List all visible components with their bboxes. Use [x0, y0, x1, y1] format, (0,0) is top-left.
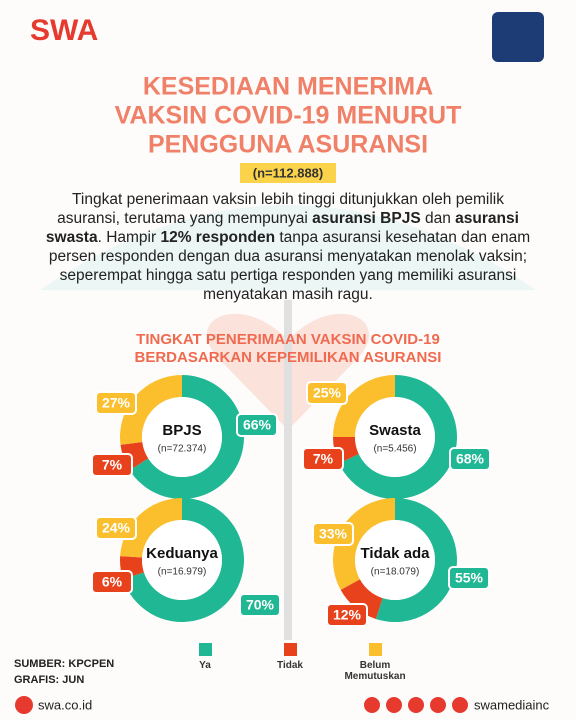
legend-swatch	[198, 643, 212, 656]
intro-text: Tingkat penerimaan vaksin lebih tinggi d…	[57, 191, 504, 227]
sample: (n=112.888)	[253, 165, 323, 180]
social-icon	[386, 697, 402, 713]
donut-segment	[120, 375, 182, 445]
intro-text: dan	[420, 210, 456, 227]
value-label-bg	[236, 413, 278, 437]
legend-swatch	[368, 643, 382, 656]
intro-text: asuransi BPJS	[312, 210, 421, 227]
source: SUMBER: KPCPEN	[14, 658, 114, 670]
social-icon	[430, 697, 446, 713]
donut-subtitle: (n=16.979)	[158, 567, 207, 578]
value-label: 24%	[102, 520, 131, 536]
donut-title: BPJS	[162, 422, 201, 439]
legend-label: Ya	[199, 660, 211, 671]
value-label-bg	[239, 593, 281, 617]
graphic-credit: GRAFIS: JUN	[14, 674, 84, 686]
legend-label: Belum Memutuskan	[344, 660, 406, 682]
value-label: 7%	[313, 451, 334, 467]
donut-segment	[333, 375, 395, 437]
value-label-bg	[91, 453, 133, 477]
value-label: 33%	[319, 526, 348, 542]
social-icon	[408, 697, 424, 713]
title-line: PENGGUNA ASURANSI	[148, 131, 428, 159]
handle: swamediainc	[474, 697, 550, 712]
value-label-bg	[95, 391, 137, 415]
donut-subtitle: (n=5.456)	[373, 444, 416, 455]
legend-swatch	[283, 643, 297, 656]
legend-item: Ya	[160, 643, 250, 671]
intro-text: . Hampir	[97, 229, 161, 246]
value-label: 27%	[102, 395, 131, 411]
value-label-bg	[312, 522, 354, 546]
donut-subtitle: (n=18.079)	[371, 567, 420, 578]
value-label-bg	[95, 516, 137, 540]
donut-segment	[340, 579, 383, 619]
umbrella-bg	[40, 205, 536, 290]
value-label: 68%	[456, 451, 485, 467]
section-title: BERDASARKAN KEPEMILIKAN ASURANSI	[135, 349, 442, 366]
legend-item: Tidak	[245, 643, 335, 671]
value-label: 12%	[333, 607, 362, 623]
donut-title: Tidak ada	[361, 545, 431, 562]
donut-segment	[375, 498, 457, 622]
donut-segment	[333, 498, 395, 590]
value-label-bg	[448, 566, 490, 590]
donut-hole	[142, 520, 222, 600]
value-label: 66%	[243, 417, 272, 433]
value-label: 70%	[246, 597, 275, 613]
donut-segment	[123, 498, 244, 622]
donut-segment	[338, 375, 457, 500]
intro-text: asuransi swasta	[45, 210, 519, 246]
donut-title: Swasta	[369, 422, 421, 439]
value-label: 55%	[455, 570, 484, 586]
logo	[492, 12, 544, 62]
value-label-bg	[91, 570, 133, 594]
legend-item: Belum Memutuskan	[330, 643, 420, 682]
donut-hole	[355, 520, 435, 600]
intro: Tingkat penerimaan vaksin lebih tinggi d…	[40, 190, 536, 304]
intro-text: 12% responden	[160, 229, 276, 246]
value-label: 7%	[102, 457, 123, 473]
website: swa.co.id	[38, 697, 92, 712]
value-label-bg	[306, 381, 348, 405]
intro-text: tanpa asuransi kesehatan dan enam persen…	[48, 229, 531, 303]
web-icon	[15, 696, 33, 714]
donut-hole	[142, 397, 222, 477]
donut-hole	[355, 397, 435, 477]
title-line: KESEDIAAN MENERIMA	[143, 73, 433, 101]
donut-segment	[120, 498, 182, 558]
value-label: 25%	[313, 385, 342, 401]
value-label-bg	[449, 447, 491, 471]
brand: SWA	[30, 14, 98, 47]
social-icon	[452, 697, 468, 713]
donut-title: Keduanya	[146, 545, 218, 562]
section-title: TINGKAT PENERIMAAN VAKSIN COVID-19	[136, 331, 440, 348]
title-line: VAKSIN COVID-19 MENURUT	[115, 102, 462, 130]
value-label-bg	[302, 447, 344, 471]
social-icon	[364, 697, 380, 713]
value-label: 6%	[102, 574, 123, 590]
legend-label: Tidak	[277, 660, 303, 671]
donut-subtitle: (n=72.374)	[158, 444, 207, 455]
donut-segment	[129, 375, 245, 500]
sample-bg	[240, 163, 336, 183]
value-label-bg	[326, 603, 368, 627]
